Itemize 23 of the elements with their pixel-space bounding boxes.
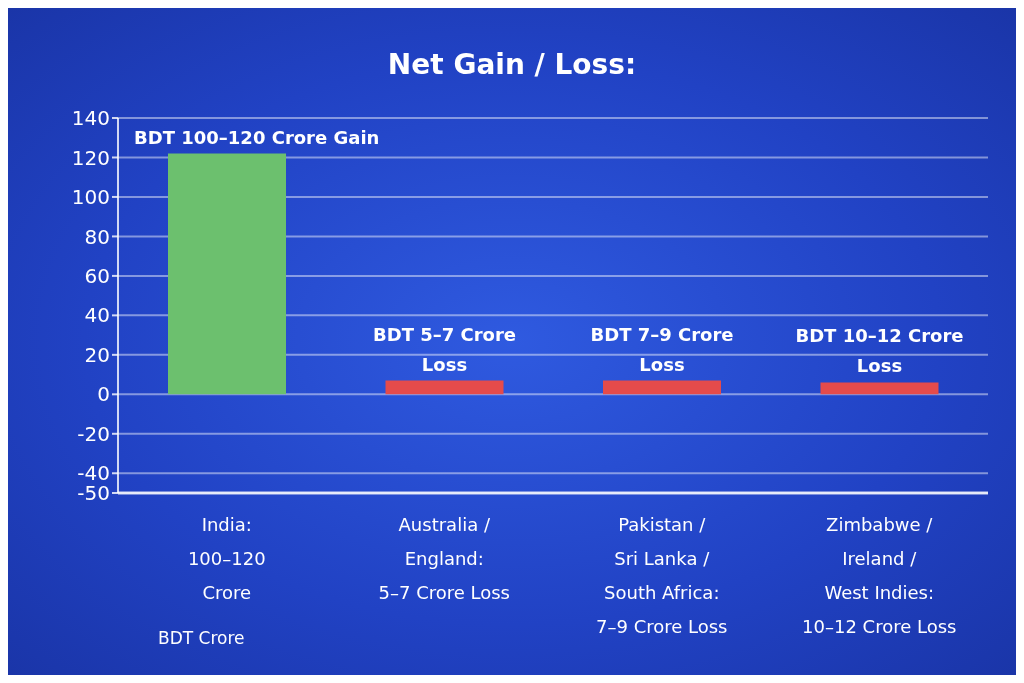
data-label: BDT 100–120 Crore Gain <box>134 126 380 148</box>
text: BDT Crore <box>158 628 245 648</box>
x-tick-label: Zimbabwe / Ireland / West Indies: 10–12 Crore Loss <box>802 514 957 637</box>
y-tick-label: 60 <box>84 263 110 288</box>
y-tick-label: 120 <box>71 145 110 170</box>
y-tick-label: 20 <box>84 342 110 367</box>
bar <box>820 382 939 395</box>
bar <box>603 380 721 395</box>
y-tick-label: 40 <box>84 303 110 328</box>
x-tick-label: India: 100–120 Crore <box>187 514 266 603</box>
x-tick-label: Pakistan / Sri Lanka / South Africa: 7–9 Crore Loss <box>596 514 728 637</box>
bar <box>385 380 504 395</box>
y-tick-label: 100 <box>71 185 110 210</box>
chart-title: Net Gain / Loss: <box>386 48 638 81</box>
data-label: BDT 10–12 Crore Loss <box>795 325 964 377</box>
data-label: BDT 5–7 Crore Loss <box>372 323 517 375</box>
y-tick-label: 140 <box>71 106 110 131</box>
y-tick-label: -20 <box>77 421 110 446</box>
y-tick-label: 80 <box>84 224 110 249</box>
data-label: BDT 7–9 Crore Loss <box>590 323 734 375</box>
y-tick-label: 0 <box>97 382 110 407</box>
bar <box>168 153 286 395</box>
x-tick-label: Australia / England: 5–7 Crore Loss <box>378 514 510 603</box>
